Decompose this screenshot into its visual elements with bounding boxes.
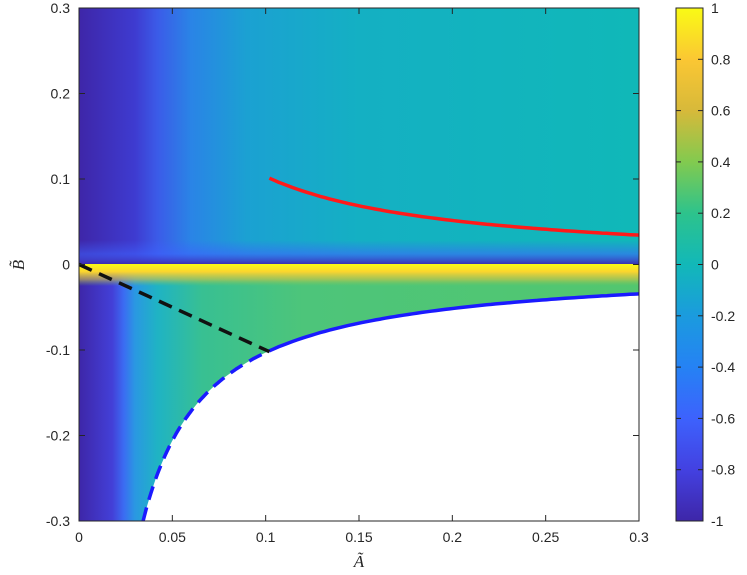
blue-boundary-curve	[268, 292, 639, 353]
y-tick-label: -0.3	[46, 513, 70, 529]
y-ticks: -0.3 -0.2 -0.1 0 0.1 0.2 0.3	[46, 0, 639, 529]
colorbar-tick-label: 0.8	[711, 51, 731, 67]
x-axis-label: Ã	[353, 552, 365, 571]
x-tick-label: 0.05	[159, 529, 186, 545]
x-ticks: 0 0.05 0.1 0.15 0.2 0.25 0.3	[75, 8, 649, 545]
black-dashed-line	[79, 262, 271, 354]
x-tick-label: 0.25	[532, 529, 559, 545]
colorbar-tick-label: 0.2	[711, 205, 731, 221]
colorbar-tick-label: 0	[711, 257, 719, 273]
y-tick-label: 0	[62, 257, 70, 273]
plot-area	[79, 8, 639, 521]
excluded-region	[143, 293, 639, 521]
upper-edge-shade	[79, 240, 639, 265]
x-tick-label: 0	[75, 529, 83, 545]
colorbar-tick-label: -0.8	[711, 462, 735, 478]
x-tick-label: 0.1	[256, 529, 276, 545]
y-tick-label: 0.2	[51, 86, 71, 102]
colorbar-tick-label: 0.4	[711, 154, 731, 170]
colorbar-tick-label: -0.4	[711, 359, 735, 375]
x-tick-label: 0.2	[443, 529, 463, 545]
red-boundary-curve	[268, 176, 639, 237]
x-tick-label: 0.3	[629, 529, 649, 545]
colorbar-tick-label: 0.6	[711, 103, 731, 119]
y-tick-label: -0.1	[46, 342, 70, 358]
yellow-band	[79, 264, 639, 286]
blue-dashed-curve	[141, 349, 271, 521]
colorbar-tick-label: 1	[711, 0, 719, 16]
colorbar-ticks: -1 -0.8 -0.6 -0.4 -0.2 0 0.2 0.4 0.6 0.8 1	[676, 0, 735, 529]
y-tick-label: 0.3	[51, 0, 71, 16]
y-tick-label: 0.1	[51, 171, 71, 187]
colorbar-tick-label: -0.6	[711, 410, 735, 426]
y-tick-label: -0.2	[46, 428, 70, 444]
upper-field	[79, 8, 639, 265]
colorbar: -1 -0.8 -0.6 -0.4 -0.2 0 0.2 0.4 0.6 0.8 1	[675, 0, 735, 529]
x-tick-label: 0.15	[345, 529, 372, 545]
colorbar-tick-label: -0.2	[711, 308, 735, 324]
colorbar-tick-label: -1	[711, 513, 724, 529]
y-axis-label: B̃	[9, 259, 28, 270]
